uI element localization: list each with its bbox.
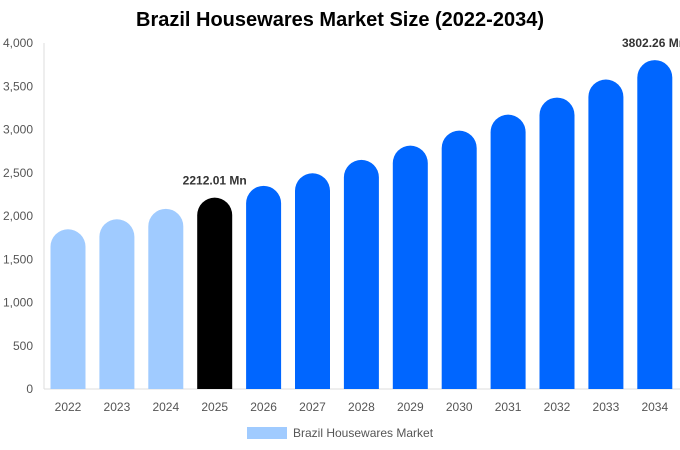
bar-2026 (246, 185, 282, 389)
bar-2034 (637, 60, 673, 390)
x-tick-label: 2029 (397, 400, 424, 414)
bar-2032 (539, 97, 575, 390)
y-tick-label: 4,000 (3, 36, 33, 50)
x-tick-label: 2022 (55, 400, 82, 414)
bar-2028 (343, 159, 379, 389)
x-tick-label: 2032 (544, 400, 571, 414)
x-tick-label: 2030 (446, 400, 473, 414)
x-tick-label: 2024 (152, 400, 179, 414)
bar-2024 (148, 208, 184, 389)
x-tick-label: 2026 (250, 400, 277, 414)
bar-2033 (588, 79, 624, 390)
x-tick-label: 2025 (201, 400, 228, 414)
y-tick-label: 2,500 (3, 166, 33, 180)
legend-label: Brazil Housewares Market (293, 426, 434, 440)
data-label: 2212.01 Mn (183, 174, 247, 188)
bar-2031 (490, 114, 526, 390)
bar-2027 (295, 173, 330, 389)
y-tick-label: 500 (13, 339, 33, 353)
x-tick-label: 2033 (593, 400, 620, 414)
x-tick-label: 2034 (641, 400, 668, 414)
bar-chart: 0 500 1,000 1,500 2,000 2,500 3,000 3,500 4,000 2… (3, 36, 680, 414)
data-label: 3802.26 Mn (622, 36, 680, 50)
x-tick-label: 2028 (348, 400, 375, 414)
bar-2029 (392, 145, 428, 389)
legend-swatch (247, 427, 287, 439)
y-tick-label: 3,000 (3, 123, 33, 137)
y-tick-label: 1,500 (3, 252, 33, 266)
y-tick-label: 3,500 (3, 79, 33, 93)
y-tick-label: 1,000 (3, 296, 33, 310)
chart-title: Brazil Housewares Market Size (2022-2034… (136, 9, 544, 31)
bar-2025 (197, 197, 233, 389)
bar-2022 (50, 229, 86, 389)
x-tick-label: 2023 (104, 400, 131, 414)
legend: Brazil Housewares Market (247, 426, 433, 440)
bar-2030 (441, 130, 477, 389)
y-tick-label: 0 (26, 382, 33, 396)
x-tick-label: 2027 (299, 400, 326, 414)
x-tick-label: 2031 (495, 400, 522, 414)
bar-2023 (99, 219, 135, 389)
y-tick-label: 2,000 (3, 209, 33, 223)
